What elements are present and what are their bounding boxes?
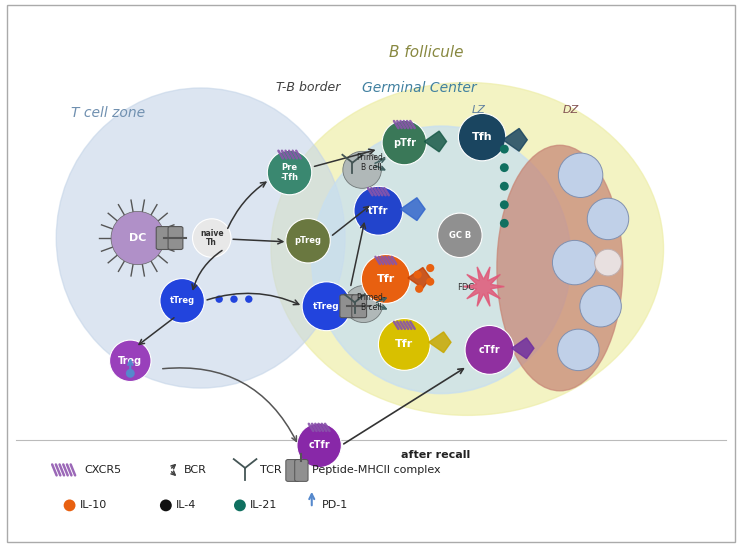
Ellipse shape [553,240,597,285]
Ellipse shape [286,219,330,263]
Ellipse shape [361,254,410,304]
FancyBboxPatch shape [340,295,355,318]
Text: naive
Th: naive Th [200,229,223,247]
Ellipse shape [500,163,509,172]
Text: LZ: LZ [471,105,485,115]
Ellipse shape [215,295,223,303]
Ellipse shape [344,286,383,323]
Ellipse shape [497,146,623,391]
Text: Germinal Center: Germinal Center [362,81,476,95]
Ellipse shape [312,126,571,393]
Ellipse shape [426,264,434,272]
Text: B follicule: B follicule [390,45,464,60]
Ellipse shape [192,219,231,257]
FancyBboxPatch shape [168,226,183,249]
Text: Treg: Treg [118,356,142,366]
Polygon shape [424,131,447,152]
Text: BCR: BCR [184,465,207,475]
Ellipse shape [413,271,421,278]
Text: TCR: TCR [260,465,281,475]
Polygon shape [401,197,425,220]
Text: cTfr: cTfr [479,345,500,355]
FancyBboxPatch shape [157,226,171,249]
Ellipse shape [465,325,514,374]
Ellipse shape [56,88,345,388]
Text: CXCR5: CXCR5 [85,465,122,475]
Ellipse shape [382,120,427,165]
Text: PD-1: PD-1 [322,501,349,510]
Text: IL-21: IL-21 [250,501,278,510]
Text: FDC: FDC [457,283,474,292]
Text: Tfr: Tfr [377,274,395,284]
Ellipse shape [594,249,621,276]
Text: after recall: after recall [401,450,470,460]
Text: DC: DC [129,233,146,243]
Ellipse shape [426,278,434,286]
Text: GC B: GC B [449,231,471,240]
Ellipse shape [64,499,76,511]
Polygon shape [463,267,505,306]
Polygon shape [408,267,430,288]
FancyBboxPatch shape [352,295,367,318]
Ellipse shape [230,295,237,303]
Text: IL-4: IL-4 [176,501,197,510]
Ellipse shape [558,329,599,371]
Text: tTreg: tTreg [170,296,194,305]
Text: Primed-
B cell: Primed- B cell [356,293,386,312]
Text: Tfr: Tfr [395,340,413,350]
Ellipse shape [160,499,172,511]
Text: IL-10: IL-10 [80,501,107,510]
Text: pTreg: pTreg [295,236,321,245]
Ellipse shape [438,213,482,258]
Ellipse shape [354,187,403,235]
Text: Peptide-MHCII complex: Peptide-MHCII complex [312,465,440,475]
Ellipse shape [271,83,663,415]
Ellipse shape [500,182,509,191]
Ellipse shape [297,423,341,468]
Polygon shape [512,338,534,359]
FancyBboxPatch shape [295,459,308,481]
Ellipse shape [500,200,509,209]
Ellipse shape [343,152,381,188]
Ellipse shape [559,153,603,197]
Text: tTreg: tTreg [313,302,340,311]
Polygon shape [503,129,528,151]
Ellipse shape [160,278,204,323]
Text: T cell zone: T cell zone [71,106,145,120]
Text: Tfh: Tfh [472,132,493,142]
Ellipse shape [245,295,252,303]
Text: DZ: DZ [563,105,579,115]
FancyBboxPatch shape [286,459,299,481]
Ellipse shape [378,318,430,370]
Ellipse shape [500,144,509,154]
Ellipse shape [580,286,621,327]
Text: pTfr: pTfr [393,137,416,148]
Ellipse shape [110,340,151,381]
Text: cTfr: cTfr [309,440,330,450]
Ellipse shape [126,369,135,378]
Text: tTfr: tTfr [368,206,389,216]
Ellipse shape [267,150,312,195]
Text: Primed-
B cell: Primed- B cell [356,153,386,172]
Text: Pre
-Tfh: Pre -Tfh [280,163,298,182]
Ellipse shape [302,282,351,330]
Ellipse shape [111,211,165,265]
Ellipse shape [234,499,246,511]
Ellipse shape [587,198,628,240]
Polygon shape [429,332,451,353]
Ellipse shape [459,113,506,161]
Ellipse shape [500,219,509,228]
Ellipse shape [415,284,423,293]
Text: T-B border: T-B border [276,82,341,95]
